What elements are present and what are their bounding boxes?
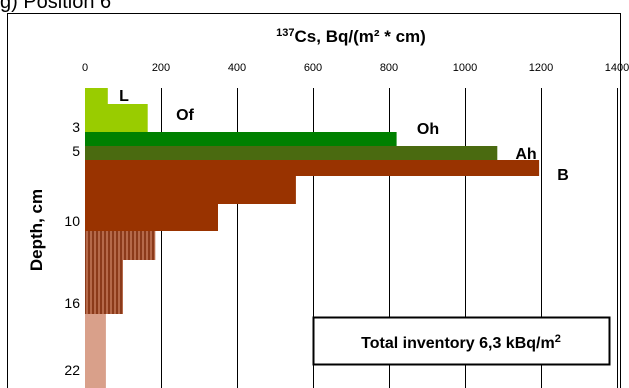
bar: [85, 160, 540, 176]
chart-frame: [7, 13, 621, 388]
bar: [85, 176, 296, 204]
x-tick-label: 1200: [529, 62, 553, 74]
bar: [85, 231, 156, 260]
horizon-label: Oh: [417, 121, 439, 138]
bar: [85, 314, 106, 388]
x-tick-label: 600: [304, 62, 322, 74]
x-tick-label: 400: [228, 62, 246, 74]
bar: [85, 88, 108, 104]
y-tick-label: 16: [64, 295, 80, 311]
bar: [85, 260, 123, 314]
figure-caption: g) Position 6: [0, 0, 112, 13]
y-tick-label: 3: [72, 119, 80, 135]
x-tick-label: 1000: [453, 62, 477, 74]
horizon-label: L: [119, 88, 129, 105]
x-tick-label: 800: [380, 62, 398, 74]
chart-title: 137Cs, Bq/(m² * cm): [276, 27, 426, 46]
y-tick-label: 22: [64, 362, 80, 378]
bar: [85, 146, 498, 160]
y-tick-label: 10: [64, 213, 80, 229]
y-tick-label: 5: [72, 143, 80, 159]
horizon-label: Ah: [515, 146, 536, 163]
horizon-label: B: [557, 167, 569, 184]
x-tick-label: 1400: [605, 62, 629, 74]
bar: [85, 204, 218, 231]
bar: [85, 132, 397, 146]
bar: [85, 104, 148, 132]
horizon-label: Of: [176, 107, 194, 124]
y-axis-label: Depth, cm: [27, 189, 46, 271]
x-tick-label: 200: [152, 62, 170, 74]
annotation-box: [312, 316, 611, 366]
annotation-text: Total inventory 6,3 kBq/m2: [361, 333, 561, 352]
x-tick-label: 0: [82, 62, 88, 74]
